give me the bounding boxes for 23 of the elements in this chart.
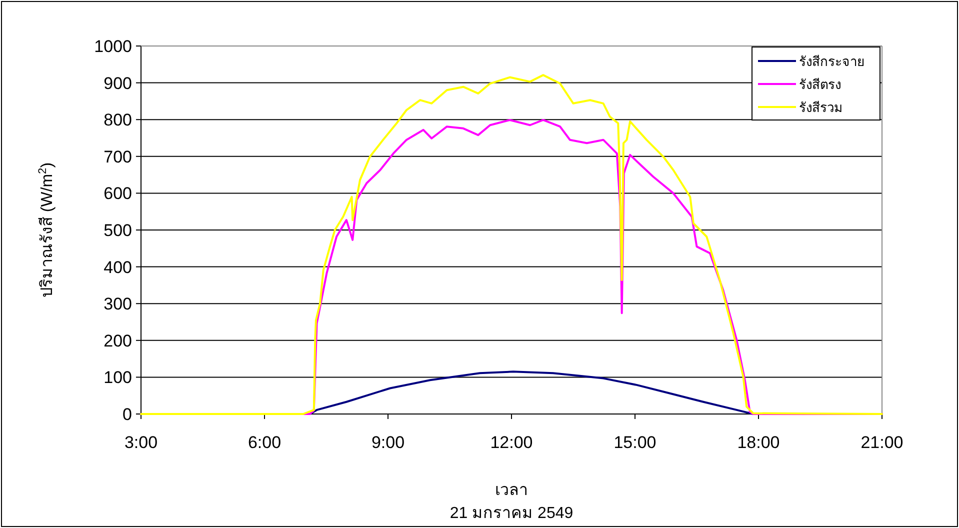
y-tick-label: 700 (104, 147, 132, 166)
x-tick-label: 21:00 (860, 433, 904, 452)
y-tick-label: 200 (104, 331, 132, 350)
x-axis-title: เวลา (495, 482, 528, 499)
legend-label: รังสีตรง (799, 77, 841, 92)
x-tick-label: 12:00 (490, 433, 533, 452)
y-tick-label: 300 (104, 294, 132, 314)
y-tick-label: 0 (122, 405, 132, 424)
y-tick-label: 1000 (94, 37, 132, 56)
y-tick-label: 500 (104, 221, 132, 240)
x-tick-label: 6:00 (248, 433, 282, 452)
y-tick-label: 600 (104, 184, 132, 204)
x-tick-label: 9:00 (371, 433, 405, 452)
legend-label: รังสีรวม (799, 100, 843, 115)
x-tick-label: 15:00 (614, 433, 656, 452)
legend-label: รังสีกระจาย (799, 54, 865, 69)
y-tick-label: 100 (104, 368, 132, 388)
text: 21 มกราคม 2549 (450, 505, 574, 522)
y-tick-label: 800 (104, 110, 132, 130)
y-tick-label: 400 (104, 258, 132, 277)
y-tick-label: 900 (104, 74, 132, 93)
x-tick-label: 3:00 (124, 433, 158, 452)
x-tick-label: 18:00 (737, 433, 780, 452)
